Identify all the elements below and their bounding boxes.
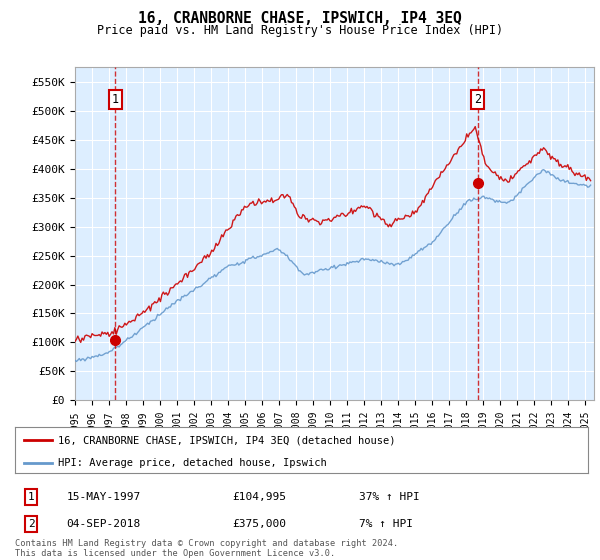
Text: 1: 1 (28, 492, 34, 502)
Text: 04-SEP-2018: 04-SEP-2018 (67, 519, 141, 529)
Text: Price paid vs. HM Land Registry's House Price Index (HPI): Price paid vs. HM Land Registry's House … (97, 24, 503, 36)
Text: 7% ↑ HPI: 7% ↑ HPI (359, 519, 413, 529)
Text: 2: 2 (28, 519, 34, 529)
Text: HPI: Average price, detached house, Ipswich: HPI: Average price, detached house, Ipsw… (58, 458, 327, 468)
Text: 15-MAY-1997: 15-MAY-1997 (67, 492, 141, 502)
Text: £375,000: £375,000 (233, 519, 287, 529)
Text: Contains HM Land Registry data © Crown copyright and database right 2024.
This d: Contains HM Land Registry data © Crown c… (15, 539, 398, 558)
Text: 16, CRANBORNE CHASE, IPSWICH, IP4 3EQ (detached house): 16, CRANBORNE CHASE, IPSWICH, IP4 3EQ (d… (58, 435, 395, 445)
Text: 1: 1 (112, 92, 119, 106)
Text: 37% ↑ HPI: 37% ↑ HPI (359, 492, 419, 502)
Text: 2: 2 (474, 92, 481, 106)
Text: £104,995: £104,995 (233, 492, 287, 502)
Text: 16, CRANBORNE CHASE, IPSWICH, IP4 3EQ: 16, CRANBORNE CHASE, IPSWICH, IP4 3EQ (138, 11, 462, 26)
